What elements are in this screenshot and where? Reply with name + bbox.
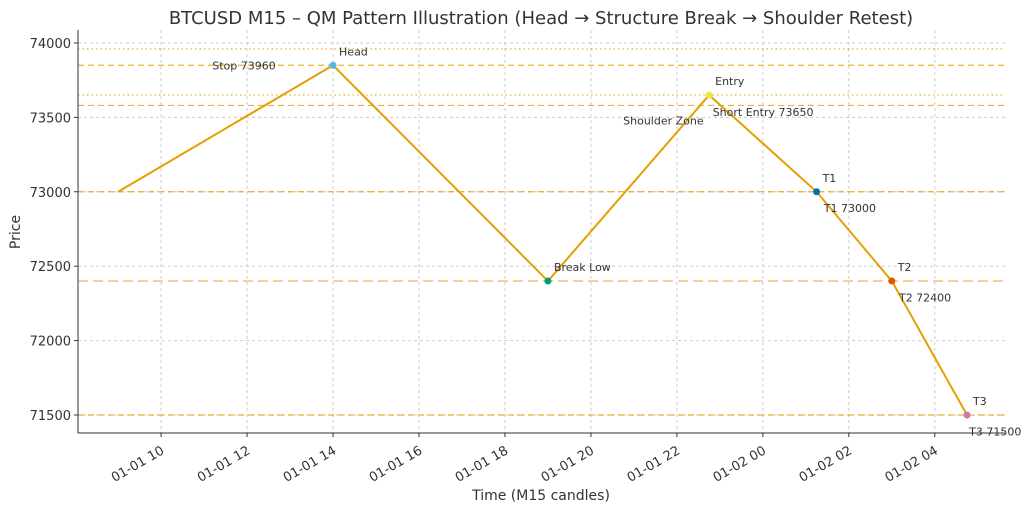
point-label: Head [339, 45, 368, 58]
x-tick-label: 01-01 10 [109, 443, 167, 485]
y-tick-label: 73500 [30, 111, 71, 126]
annotation: Shoulder Zone [623, 114, 704, 127]
point-label: Entry [715, 75, 745, 88]
point-marker [963, 411, 971, 419]
point-marker [329, 61, 337, 69]
x-tick-label: 01-01 18 [453, 443, 511, 485]
x-tick-label: 01-02 04 [883, 443, 941, 485]
annotation: T2 72400 [898, 291, 951, 304]
reference-lines [78, 48, 1005, 416]
chart-title: BTCUSD M15 – QM Pattern Illustration (He… [169, 8, 913, 29]
y-tick-label: 73000 [30, 186, 71, 201]
annotation: Stop 73960 [212, 59, 276, 72]
y-tick-label: 72000 [30, 335, 71, 350]
y-axis-label: Price [8, 215, 24, 249]
x-tick-label: 01-01 16 [367, 443, 425, 485]
y-tick-label: 72500 [30, 260, 71, 275]
point-label: T1 [822, 172, 837, 185]
x-tick-label: 01-02 02 [797, 443, 855, 485]
y-tick-label: 71500 [30, 409, 71, 424]
series [117, 61, 971, 419]
x-tick-label: 01-02 00 [711, 443, 769, 485]
point-marker [888, 277, 896, 285]
annotations: Head Break Low Entry T1 T2 T3 Stop 73960 Should… [212, 45, 1021, 438]
axis-ticks: 01-01 10 01-01 12 01-01 14 01-01 16 01-01 18… [30, 37, 941, 486]
point-label: Break Low [554, 261, 611, 274]
x-tick-label: 01-01 22 [625, 443, 683, 485]
x-tick-label: 01-01 20 [539, 443, 597, 485]
point-marker [705, 91, 713, 99]
point-marker [544, 277, 552, 285]
y-tick-label: 74000 [30, 37, 71, 52]
annotation: T1 73000 [823, 202, 876, 215]
point-marker [813, 188, 821, 196]
point-label: T3 [972, 395, 987, 408]
point-label: T2 [897, 261, 912, 274]
annotation: T3 71500 [968, 425, 1021, 438]
grid [78, 30, 1005, 433]
annotation: Short Entry 73650 [713, 106, 814, 119]
x-axis-label: Time (M15 candles) [471, 488, 610, 504]
x-tick-label: 01-01 12 [195, 443, 253, 485]
x-tick-label: 01-01 14 [281, 443, 339, 485]
